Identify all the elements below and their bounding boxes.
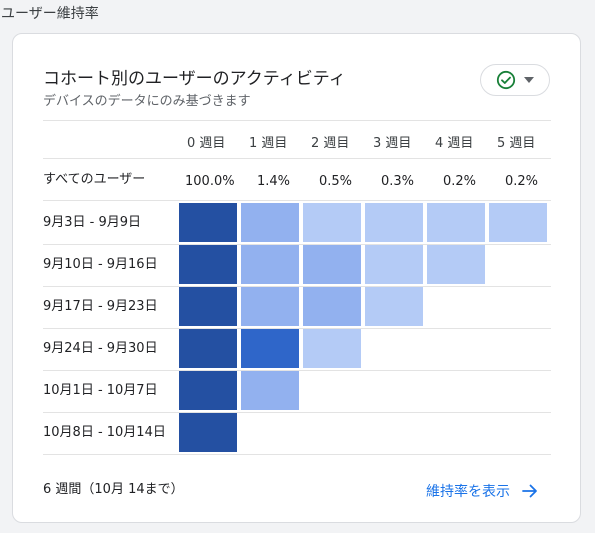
table-divider — [43, 328, 551, 329]
data-status-dropdown[interactable] — [480, 64, 550, 96]
retention-cell[interactable] — [303, 329, 361, 368]
retention-cell[interactable] — [365, 203, 423, 242]
retention-percent: 100.0% — [185, 174, 235, 189]
table-divider — [43, 200, 551, 201]
cohort-label: 9月24日 - 9月30日 — [43, 341, 158, 356]
retention-cell[interactable] — [365, 245, 423, 284]
all-users-label: すべてのユーザー — [43, 172, 146, 187]
cohort-label: 10月1日 - 10月7日 — [43, 383, 158, 398]
cohort-label: 10月8日 - 10月14日 — [43, 425, 166, 440]
retention-cell[interactable] — [179, 203, 237, 242]
retention-percent: 0.5% — [319, 174, 353, 189]
cohort-label: 9月17日 - 9月23日 — [43, 299, 158, 314]
arrow-right-icon — [522, 484, 537, 498]
retention-card: コホート別のユーザーのアクティビティ デバイスのデータにのみ基づきます 0 週目… — [12, 33, 581, 523]
retention-cell[interactable] — [365, 287, 423, 326]
retention-cell[interactable] — [427, 203, 485, 242]
retention-cell[interactable] — [179, 287, 237, 326]
retention-cell[interactable] — [241, 371, 299, 410]
column-header: 5 週目 — [497, 136, 536, 151]
retention-cell[interactable] — [427, 245, 485, 284]
retention-percent: 0.2% — [505, 174, 539, 189]
section-title: ユーザー維持率 — [1, 6, 99, 22]
table-divider — [43, 158, 551, 159]
column-header: 2 週目 — [311, 136, 350, 151]
retention-cell[interactable] — [179, 329, 237, 368]
retention-cell[interactable] — [303, 287, 361, 326]
table-divider — [43, 286, 551, 287]
chevron-down-icon — [524, 77, 534, 83]
table-divider — [43, 454, 551, 455]
period-note: 6 週間（10月 14まで） — [43, 482, 184, 497]
retention-cell[interactable] — [303, 245, 361, 284]
card-subtitle: デバイスのデータにのみ基づきます — [43, 94, 251, 109]
retention-cell[interactable] — [179, 371, 237, 410]
retention-cell[interactable] — [303, 203, 361, 242]
retention-percent: 1.4% — [257, 174, 291, 189]
table-divider — [43, 370, 551, 371]
cohort-label: 9月10日 - 9月16日 — [43, 257, 158, 272]
column-header: 3 週目 — [373, 136, 412, 151]
card-title: コホート別のユーザーのアクティビティ — [43, 69, 346, 89]
table-divider — [43, 412, 551, 413]
column-header: 1 週目 — [249, 136, 288, 151]
retention-percent: 0.2% — [443, 174, 477, 189]
retention-cell[interactable] — [179, 413, 237, 452]
retention-percent: 0.3% — [381, 174, 415, 189]
table-divider — [43, 244, 551, 245]
retention-cell[interactable] — [489, 203, 547, 242]
cohort-label: 9月3日 - 9月9日 — [43, 215, 142, 230]
column-header: 4 週目 — [435, 136, 474, 151]
retention-cell[interactable] — [179, 245, 237, 284]
retention-cell[interactable] — [241, 203, 299, 242]
table-divider — [43, 120, 551, 121]
column-header: 0 週目 — [187, 136, 226, 151]
view-retention-label: 維持率を表示 — [426, 484, 510, 500]
view-retention-link[interactable]: 維持率を表示 — [426, 481, 538, 501]
retention-cell[interactable] — [241, 329, 299, 368]
check-circle-icon — [496, 70, 516, 90]
retention-cell[interactable] — [241, 287, 299, 326]
retention-cell[interactable] — [241, 245, 299, 284]
